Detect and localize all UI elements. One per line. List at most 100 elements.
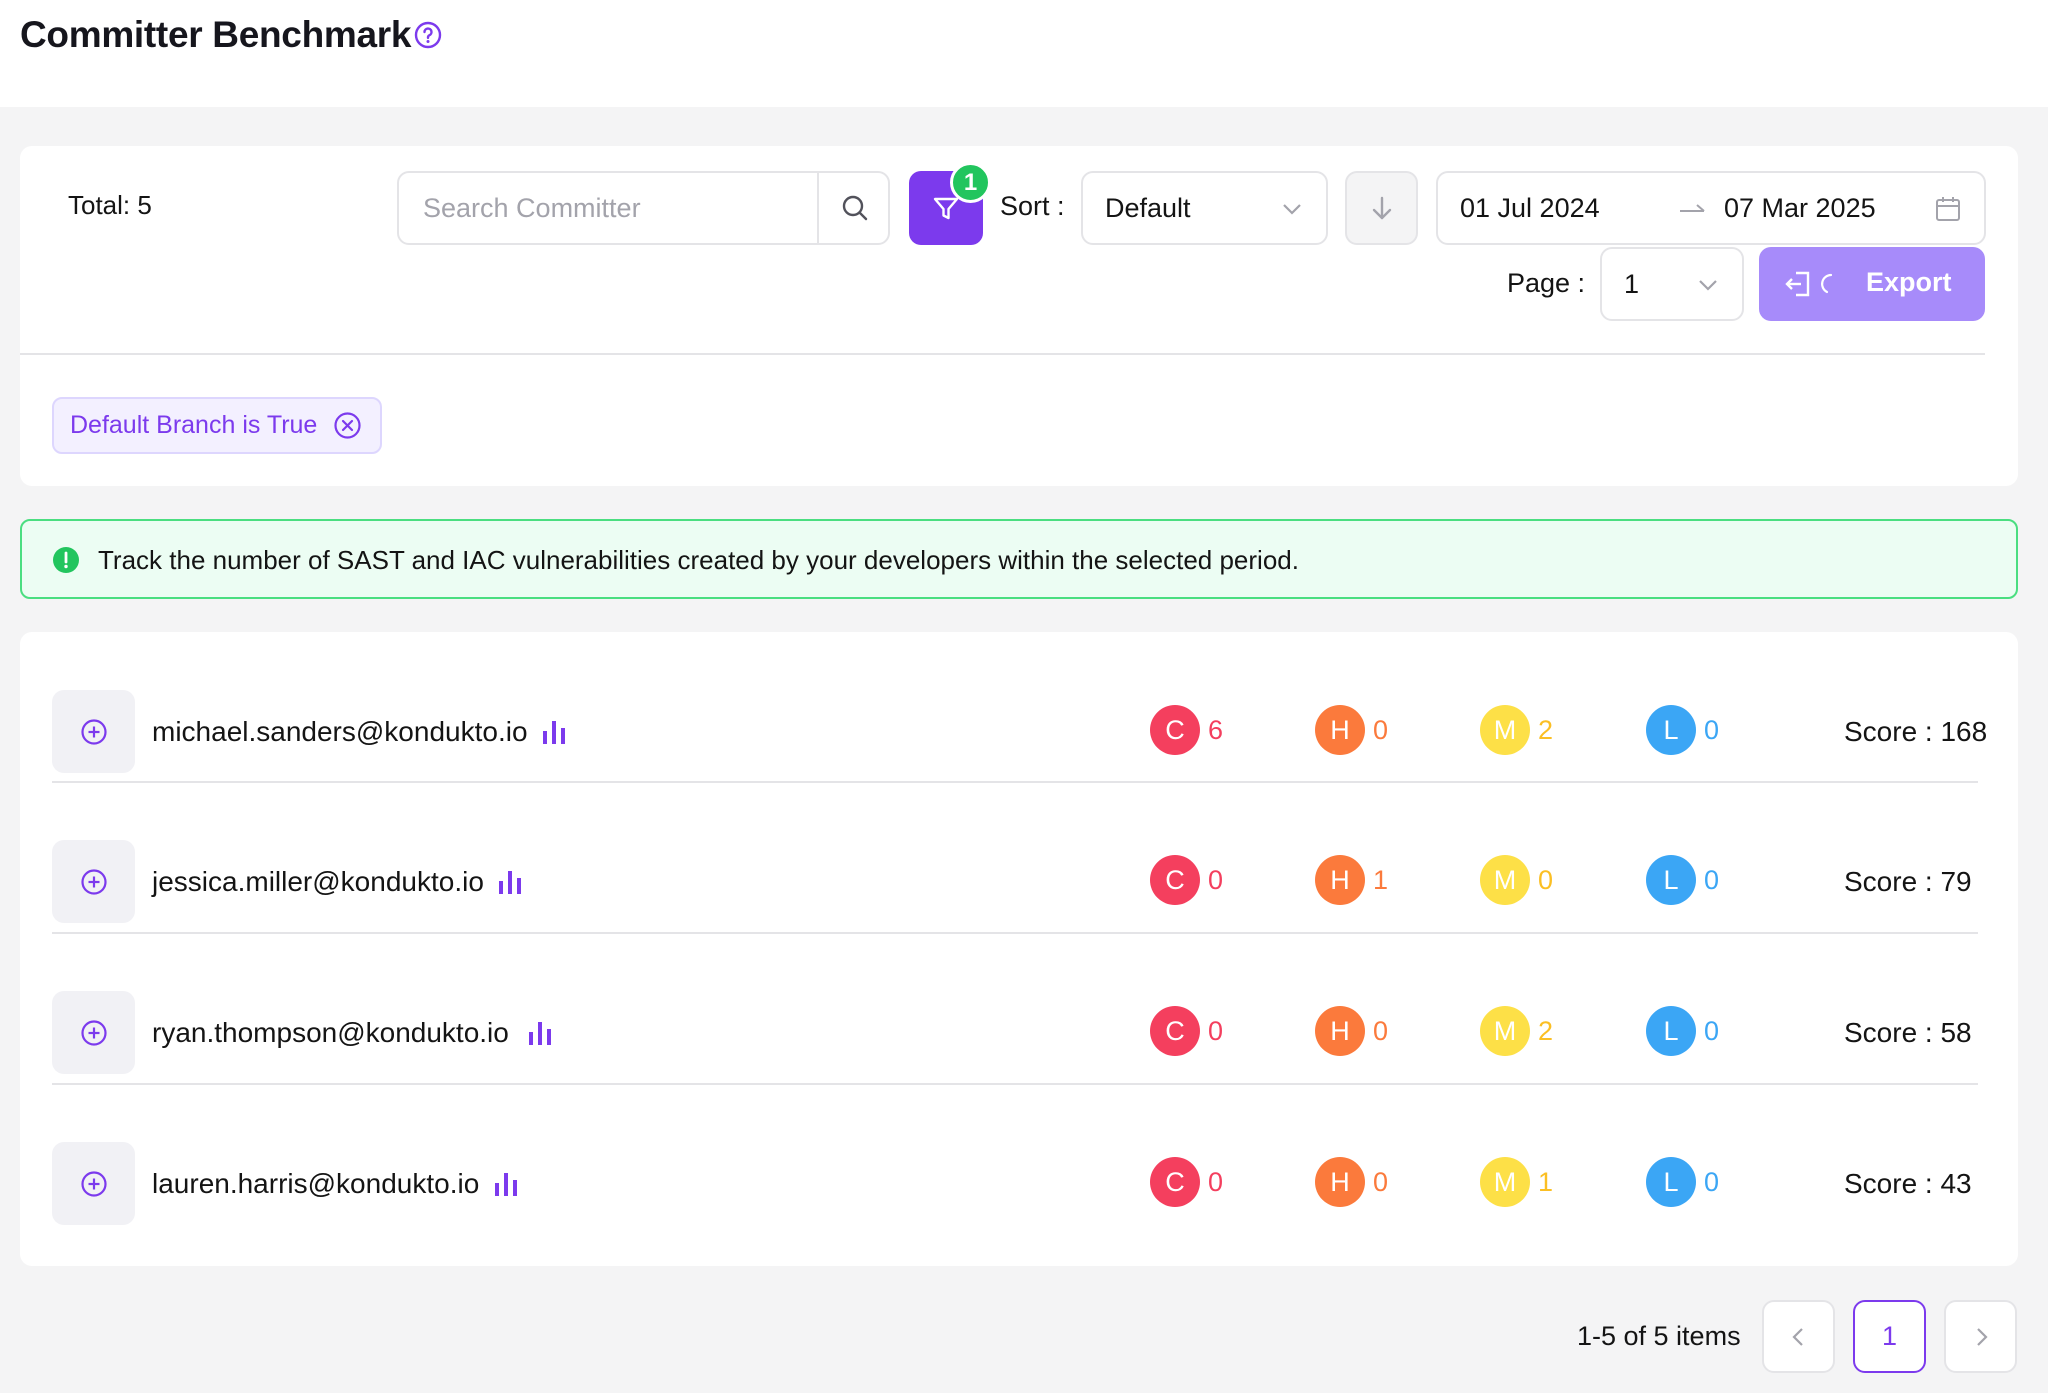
medium-count: M 2 [1480, 1006, 1553, 1056]
critical-badge: C [1150, 855, 1200, 905]
pagination-info: 1-5 of 5 items [1577, 1321, 1741, 1351]
bar-chart-icon[interactable] [492, 1170, 520, 1198]
info-banner: Track the number of SAST and IAC vulnera… [20, 519, 2018, 599]
committer-row: ryan.thompson@kondukto.io C 0 H 0 M 2 L … [52, 934, 1978, 1085]
medium-count: M 2 [1480, 705, 1553, 755]
info-banner-text: Track the number of SAST and IAC vulnera… [98, 545, 1299, 575]
medium-value: 0 [1538, 864, 1554, 895]
low-count: L 0 [1646, 1006, 1719, 1056]
close-circle-icon[interactable] [333, 411, 362, 440]
high-value: 0 [1373, 1166, 1389, 1197]
low-value: 0 [1704, 864, 1720, 895]
page-header: Committer Benchmark [0, 0, 2048, 107]
committer-email: lauren.harris@kondukto.io [152, 1168, 480, 1199]
committer-row: michael.sanders@kondukto.io C 6 H 0 M 2 … [52, 632, 1987, 783]
export-button[interactable]: Export [1759, 247, 1985, 321]
medium-badge: M [1480, 855, 1530, 905]
arrow-down-icon [1372, 196, 1391, 220]
critical-count: C 6 [1150, 705, 1223, 755]
medium-badge: M [1480, 1157, 1530, 1207]
arrow-right-icon [1680, 204, 1705, 212]
high-value: 0 [1373, 714, 1389, 745]
critical-count: C 0 [1150, 855, 1223, 905]
plus-circle-icon [80, 868, 107, 895]
committer-score: Score : 79 [1844, 866, 1972, 897]
search-button[interactable] [817, 173, 890, 243]
critical-badge: C [1150, 1006, 1200, 1056]
high-badge: H [1315, 1006, 1365, 1056]
committer-row: jessica.miller@kondukto.io C 0 H 1 M 0 L… [52, 783, 1978, 934]
sort-label: Sort : [1000, 191, 1065, 221]
total-count: Total: 5 [68, 190, 152, 220]
sort-value: Default [1105, 193, 1191, 223]
date-range-picker[interactable]: 01 Jul 2024 07 Mar 2025 [1436, 171, 1986, 245]
medium-count: M 0 [1480, 855, 1553, 905]
filter-card: Total: 5 1 Sort : Default 01 Jul 2024 [20, 146, 2018, 486]
low-value: 0 [1704, 1015, 1720, 1046]
bar-chart-icon[interactable] [540, 718, 568, 746]
chevron-down-icon [1699, 280, 1717, 291]
high-badge: H [1315, 1157, 1365, 1207]
page-select[interactable]: 1 [1600, 247, 1744, 321]
medium-value: 2 [1538, 714, 1554, 745]
bar-chart-icon[interactable] [496, 868, 524, 896]
filter-count-badge: 1 [950, 162, 991, 203]
row-divider [52, 781, 1978, 783]
sort-select[interactable]: Default [1081, 171, 1328, 245]
divider [20, 353, 1985, 355]
committer-score: Score : 43 [1844, 1168, 1972, 1199]
bar-chart-icon[interactable] [526, 1019, 554, 1047]
next-page-button[interactable] [1944, 1300, 2017, 1373]
chevron-down-icon [1283, 204, 1301, 215]
critical-count: C 0 [1150, 1006, 1223, 1056]
export-label: Export [1866, 267, 1952, 297]
high-badge: H [1315, 705, 1365, 755]
sort-direction-button[interactable] [1345, 171, 1418, 245]
critical-badge: C [1150, 705, 1200, 755]
low-value: 0 [1704, 1166, 1720, 1197]
critical-count: C 0 [1150, 1157, 1223, 1207]
search-box [397, 171, 890, 245]
row-divider [52, 932, 1978, 934]
page-label: Page : [1507, 268, 1586, 298]
committer-row: lauren.harris@kondukto.io C 0 H 0 M 1 L … [52, 1085, 1978, 1236]
critical-value: 6 [1208, 714, 1224, 745]
committer-email: michael.sanders@kondukto.io [152, 716, 528, 747]
plus-circle-icon [80, 1019, 107, 1046]
high-value: 0 [1373, 1015, 1389, 1046]
medium-value: 1 [1538, 1166, 1554, 1197]
expand-button[interactable] [52, 991, 135, 1074]
expand-button[interactable] [52, 840, 135, 923]
high-badge: H [1315, 855, 1365, 905]
prev-page-button[interactable] [1762, 1300, 1835, 1373]
low-value: 0 [1704, 714, 1720, 745]
critical-badge: C [1150, 1157, 1200, 1207]
help-circle-icon[interactable] [414, 21, 442, 49]
info-alert-icon [53, 547, 79, 573]
low-count: L 0 [1646, 855, 1719, 905]
low-count: L 0 [1646, 705, 1719, 755]
active-filter-tag: Default Branch is True [52, 397, 383, 454]
high-count: H 0 [1315, 1157, 1388, 1207]
date-end[interactable]: 07 Mar 2025 [1724, 193, 1876, 223]
page-title: Committer Benchmark [20, 14, 412, 55]
page-button-current[interactable]: 1 [1853, 1300, 1926, 1373]
low-count: L 0 [1646, 1157, 1719, 1207]
search-icon [842, 195, 867, 221]
chevron-right-icon [1976, 1327, 1988, 1346]
search-input[interactable] [399, 173, 817, 243]
committer-score: Score : 168 [1844, 716, 1988, 747]
low-badge: L [1646, 1157, 1696, 1207]
low-badge: L [1646, 1006, 1696, 1056]
expand-button[interactable] [52, 1142, 135, 1225]
medium-value: 2 [1538, 1015, 1554, 1046]
low-badge: L [1646, 705, 1696, 755]
date-start[interactable]: 01 Jul 2024 [1460, 193, 1600, 223]
high-count: H 0 [1315, 705, 1388, 755]
loading-spinner-icon [1821, 273, 1833, 294]
critical-value: 0 [1208, 1015, 1224, 1046]
expand-button[interactable] [52, 690, 135, 773]
critical-value: 0 [1208, 1166, 1224, 1197]
low-badge: L [1646, 855, 1696, 905]
plus-circle-icon [80, 718, 107, 745]
